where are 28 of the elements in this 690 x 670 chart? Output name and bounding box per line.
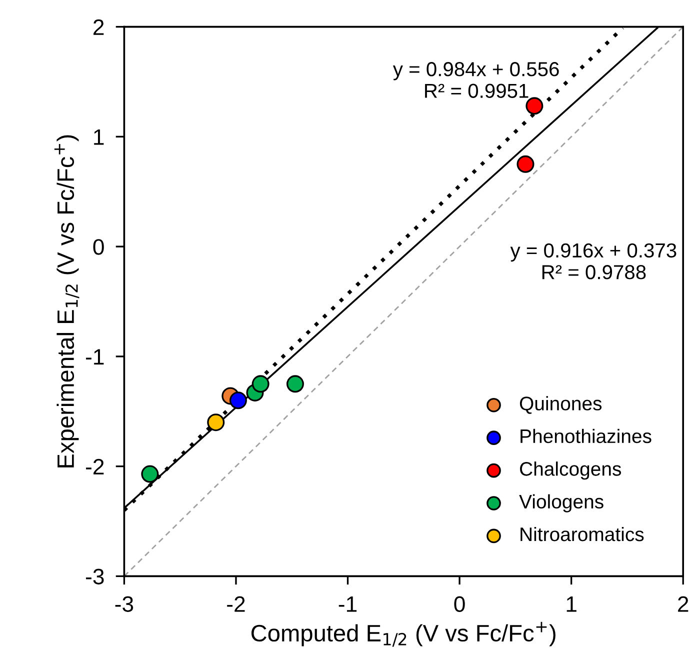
- annotation: y = 0.984x + 0.556 R² = 0.9951: [392, 62, 559, 98]
- x-tick-label: 1: [566, 596, 576, 612]
- x-tick-label: -1: [338, 596, 357, 612]
- y-axis-title: Experimental E$_{1/2}$ (V vs Fc/Fc$^{+}$): [54, 135, 80, 468]
- point: [526, 97, 544, 115]
- x-tick-label: -3: [115, 596, 134, 612]
- point: [141, 465, 159, 483]
- y-tick-label: -2: [86, 458, 104, 474]
- annotation: y = 0.916x + 0.373 R² = 0.9788: [510, 243, 676, 280]
- legend-label: Phenothiazines: [520, 428, 652, 444]
- y-tick-label: -1: [86, 349, 104, 364]
- point: [207, 414, 225, 432]
- point: [516, 155, 534, 173]
- y-tick-label: 0: [93, 239, 104, 255]
- legend-label: Chalcogens: [520, 462, 622, 480]
- x-tick-label: 0: [454, 596, 465, 612]
- point: [286, 375, 304, 393]
- legend-label: Quinones: [520, 396, 602, 414]
- y-tick-label: 1: [94, 129, 104, 145]
- point: [252, 375, 270, 393]
- point: [229, 392, 247, 410]
- y-tick-label: 2: [94, 19, 104, 35]
- x-tick-label: -2: [227, 596, 245, 612]
- legend-label: Viologens: [519, 494, 604, 512]
- y-tick-label: -3: [86, 568, 104, 584]
- x-axis-title: Computed E$_{1/2}$ (V vs Fc/Fc$^{+}$): [251, 622, 556, 647]
- x-tick-label: 2: [678, 596, 688, 612]
- legend-label: Nitroaromatics: [520, 526, 644, 542]
